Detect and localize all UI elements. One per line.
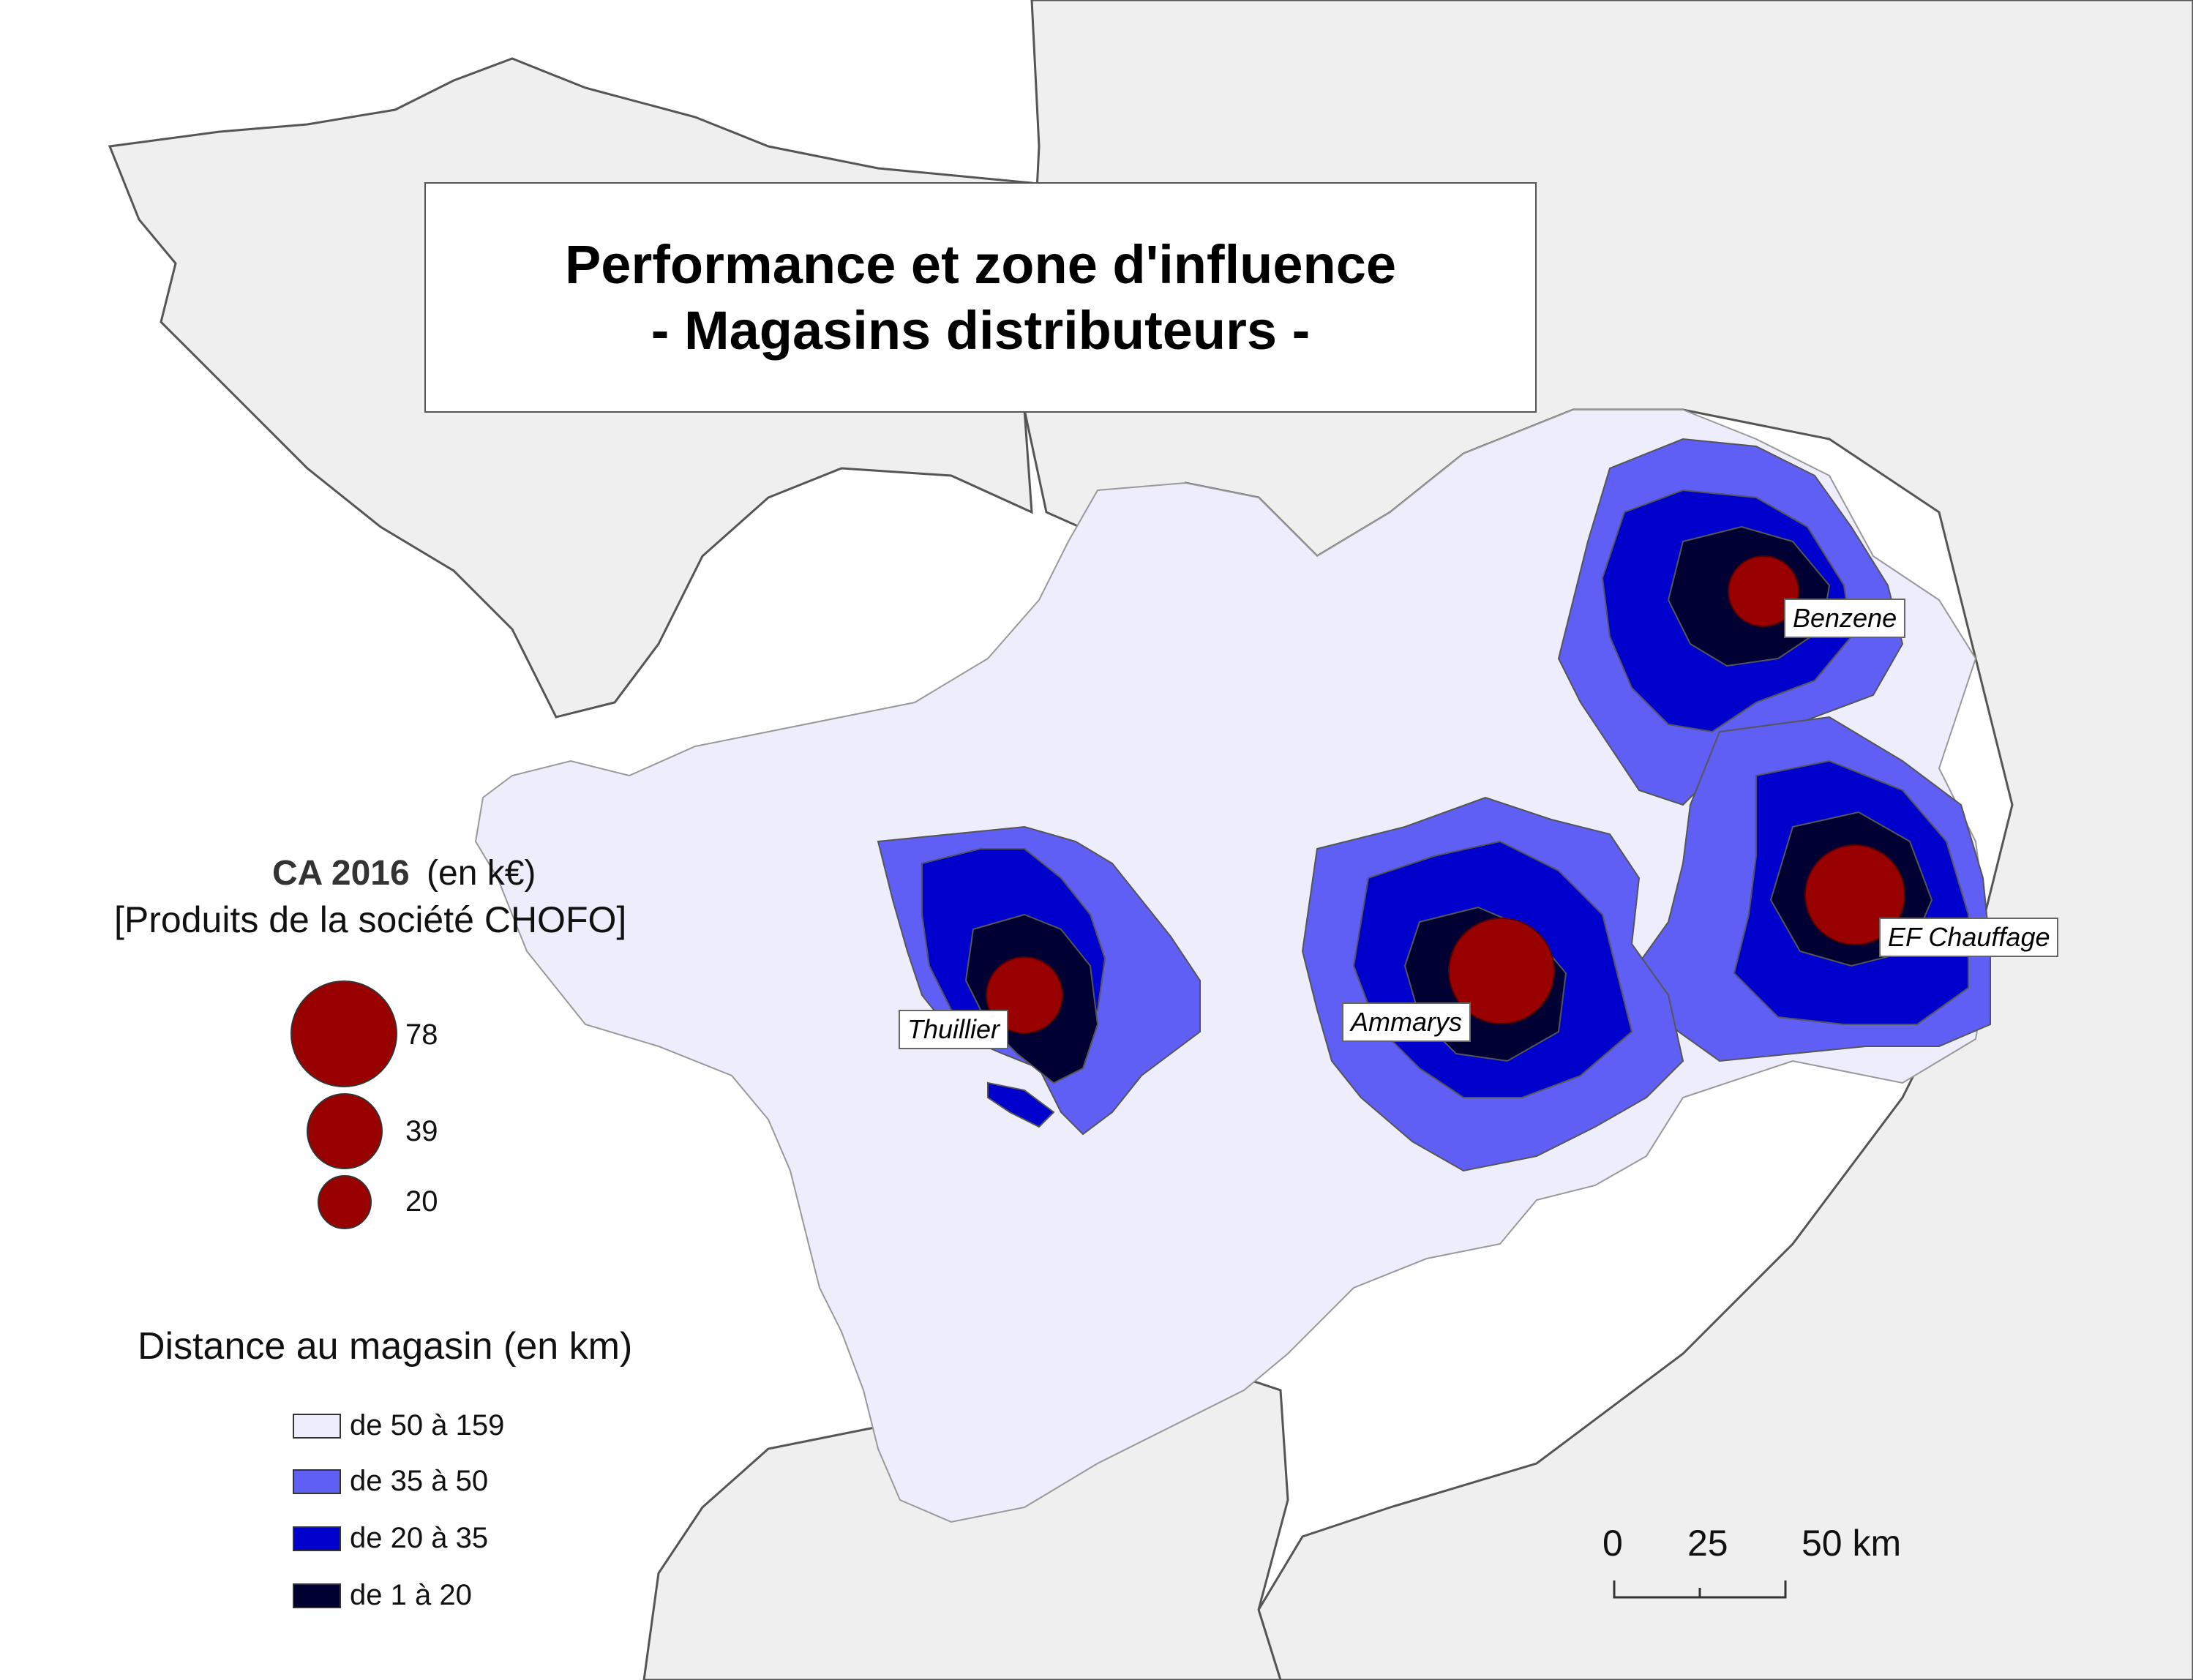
legend-circle-39 <box>307 1093 383 1169</box>
title-box: Performance et zone d'influence - Magasi… <box>424 182 1537 413</box>
swatch-50-159 <box>293 1414 341 1439</box>
scale-label-50km: 50 km <box>1802 1523 1902 1564</box>
distance-legend-title: Distance au magasin (en km) <box>138 1325 633 1368</box>
legend-circle-78 <box>290 980 397 1087</box>
ca-legend-title-unit: (en k€) <box>427 854 536 893</box>
map-title-line-1: Performance et zone d'influence <box>564 233 1397 295</box>
island-ile-de-re <box>987 1081 1055 1128</box>
ca-legend-value-39: 39 <box>405 1115 438 1147</box>
ca-legend-title: CA 2016 (en k€) <box>272 853 536 893</box>
scale-label-25: 25 <box>1687 1523 1728 1564</box>
scale-label-0: 0 <box>1602 1523 1623 1564</box>
store-label-thuillier: Thuillier <box>899 1010 1009 1049</box>
class-label-50-159: de 50 à 159 <box>350 1409 505 1441</box>
ca-legend-circles <box>290 980 397 1229</box>
store-label-ef-chauffage: EF Chauffage <box>1879 918 2059 957</box>
legend-circle-20 <box>318 1175 372 1229</box>
store-label-benzene: Benzene <box>1784 599 1906 638</box>
swatch-20-35 <box>293 1526 341 1551</box>
class-label-35-50: de 35 à 50 <box>350 1465 489 1497</box>
ca-legend-title-bold: CA 2016 <box>272 854 410 893</box>
benzene-zones <box>1557 438 1904 806</box>
swatch-1-20 <box>293 1583 341 1608</box>
store-label-ammarys: Ammarys <box>1342 1002 1471 1042</box>
class-label-20-35: de 20 à 35 <box>350 1522 489 1554</box>
class-label-1-20: de 1 à 20 <box>350 1579 472 1611</box>
map-title-line-2: - Magasins distributeurs - <box>651 299 1311 361</box>
ca-legend-subtitle: [Produits de la société CHOFO] <box>114 899 627 940</box>
ca-legend-value-20: 20 <box>405 1185 438 1218</box>
ca-legend-value-78: 78 <box>405 1019 438 1051</box>
swatch-35-50 <box>293 1469 341 1494</box>
circle-ammarys <box>1448 918 1555 1024</box>
circle-benzene <box>1728 555 1799 627</box>
scale-bar <box>1613 1580 1787 1599</box>
